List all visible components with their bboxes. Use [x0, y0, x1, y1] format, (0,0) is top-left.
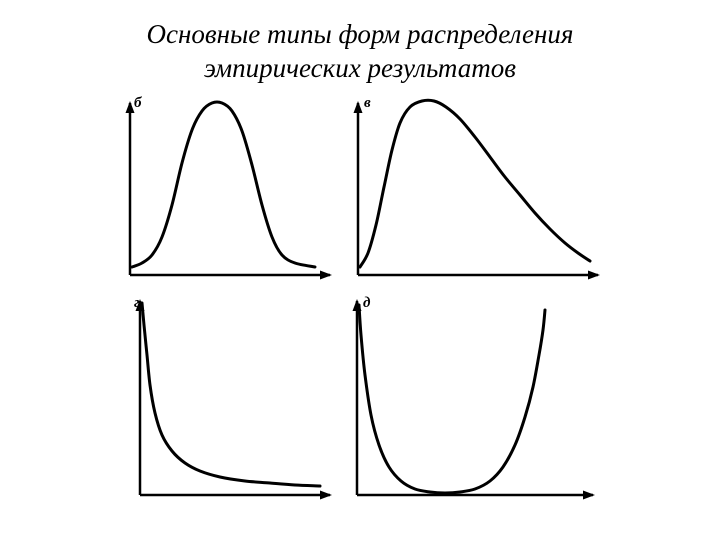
panel-b: б: [120, 95, 335, 290]
chart-grid: бвгд: [120, 95, 600, 515]
x-axis-arrow: [320, 491, 332, 500]
y-axis-arrow: [126, 101, 135, 113]
distribution-curve-v: [360, 100, 590, 267]
distribution-curve-b: [132, 102, 315, 267]
panel-svg-g: [120, 295, 335, 510]
x-axis-arrow: [583, 491, 595, 500]
x-axis-arrow: [320, 271, 332, 280]
y-axis-arrow: [354, 101, 363, 113]
panel-g: г: [120, 295, 335, 510]
panel-svg-b: [120, 95, 335, 290]
panel-svg-v: [350, 95, 600, 290]
panel-svg-d: [345, 295, 595, 510]
title-line-2: эмпирических результатов: [0, 52, 720, 86]
page-title: Основные типы форм распределения эмпирич…: [0, 0, 720, 86]
title-line-1: Основные типы форм распределения: [0, 18, 720, 52]
x-axis-arrow: [588, 271, 600, 280]
distribution-curve-d: [359, 305, 545, 493]
panel-v: в: [350, 95, 600, 290]
panel-d: д: [345, 295, 595, 510]
distribution-curve-g: [142, 303, 320, 486]
